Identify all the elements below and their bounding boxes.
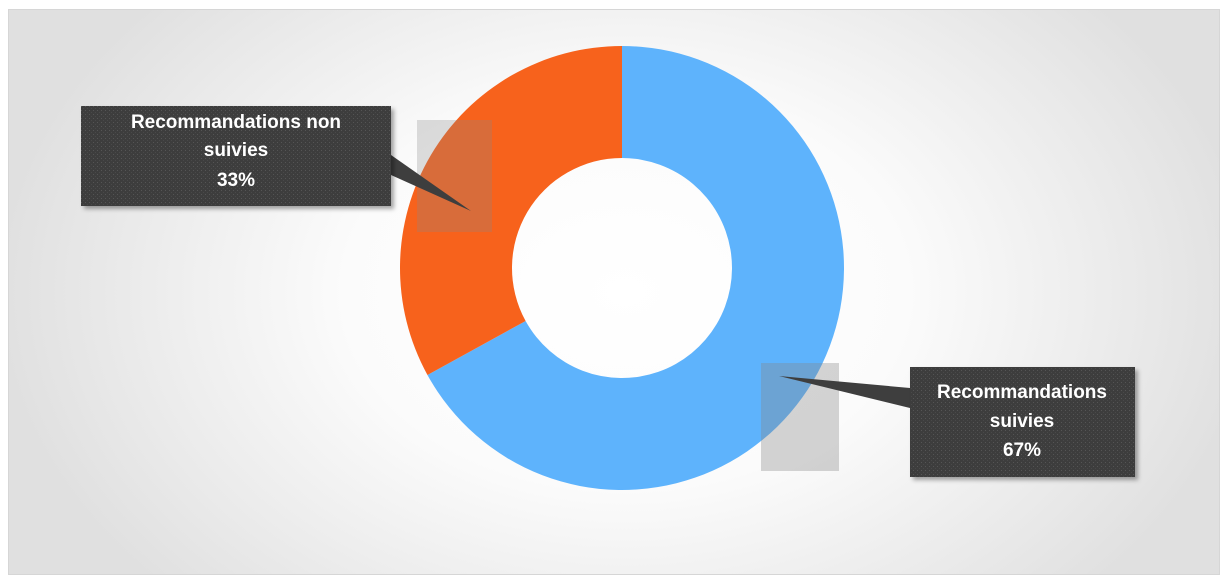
callout-box <box>81 106 391 206</box>
callout-pointer <box>779 376 910 408</box>
callout-suivies: Recommandations suivies 67% <box>779 367 1135 477</box>
callout-value-label: 33% <box>217 170 255 191</box>
chart-area: Recommandations suivies 67% Recommandations… <box>8 9 1220 575</box>
donut-chart: Recommandationssuivies67%Recommandations… <box>81 46 1135 490</box>
callout-non-suivies: Recommandations non suivies 33% <box>81 106 471 211</box>
callouts-layer: Recommandationssuivies67%Recommandations… <box>81 106 1135 477</box>
callout-pointer <box>391 155 471 211</box>
slice-suivies <box>427 46 845 490</box>
callout-category-label: Recommandations non <box>131 112 341 133</box>
callout-category-label: Recommandations <box>937 382 1107 403</box>
callout-anchor-highlight <box>417 120 492 232</box>
slices-layer <box>400 46 845 490</box>
callout-category-label: suivies <box>204 140 268 161</box>
callout-value-label: 67% <box>1003 440 1041 461</box>
slice-non-suivies <box>400 46 622 375</box>
callout-category-label: suivies <box>990 411 1054 432</box>
callout-box <box>910 367 1135 477</box>
